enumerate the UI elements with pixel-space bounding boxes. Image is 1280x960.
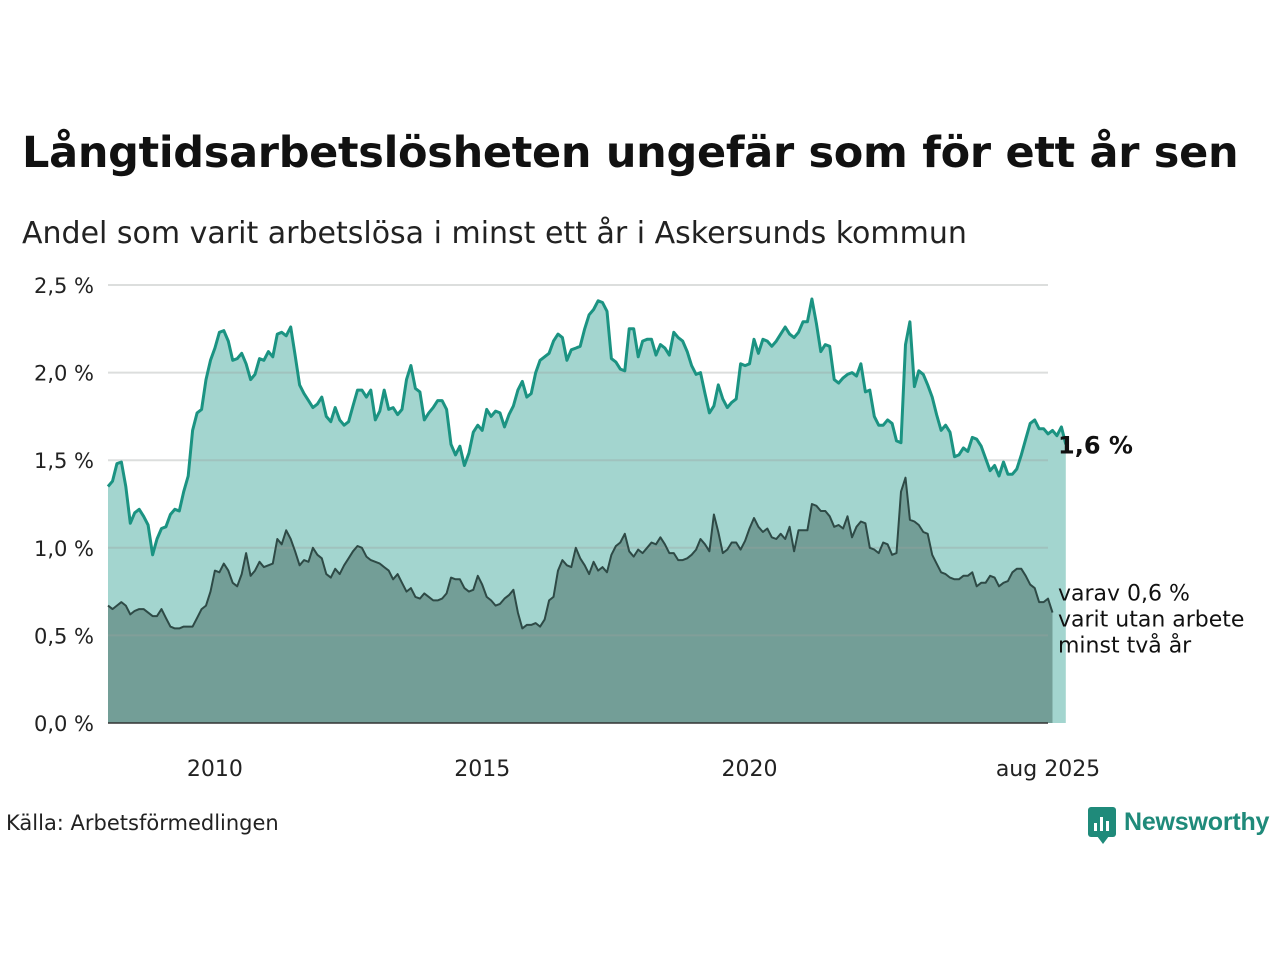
newsworthy-logo-icon [1088,807,1116,844]
y-tick-label: 2,0 % [34,362,94,386]
chart-title: Långtidsarbetslösheten ungefär som för e… [22,128,1239,178]
y-tick-label: 0,5 % [34,624,94,648]
series-two-years-end-label: varit utan arbete [1058,608,1244,633]
y-tick-label: 0,0 % [34,712,94,736]
newsworthy-logo[interactable]: Newsworthy [1088,804,1270,844]
x-tick-label: 2020 [722,757,778,782]
series-two-years-end-label: minst två år [1058,633,1192,659]
x-tick-label: aug 2025 [996,757,1100,782]
series-two-years-area [108,477,1053,723]
x-tick-label: 2010 [187,757,243,782]
x-tick-label: 2015 [454,757,510,782]
y-tick-label: 2,5 % [34,274,94,298]
chart-subtitle: Andel som varit arbetslösa i minst ett å… [22,216,967,251]
series-two-years-line [107,476,1054,630]
series-two-years-end-label: varav 0,6 % [1058,582,1190,607]
series-total-end-label: 1,6 % [1058,431,1133,459]
y-tick-label: 1,0 % [34,537,94,561]
series-total-line [106,297,1068,557]
logo-text: Newsworthy [1124,807,1270,836]
y-tick-label: 1,5 % [34,449,94,473]
source-note: Källa: Arbetsförmedlingen [6,811,279,835]
